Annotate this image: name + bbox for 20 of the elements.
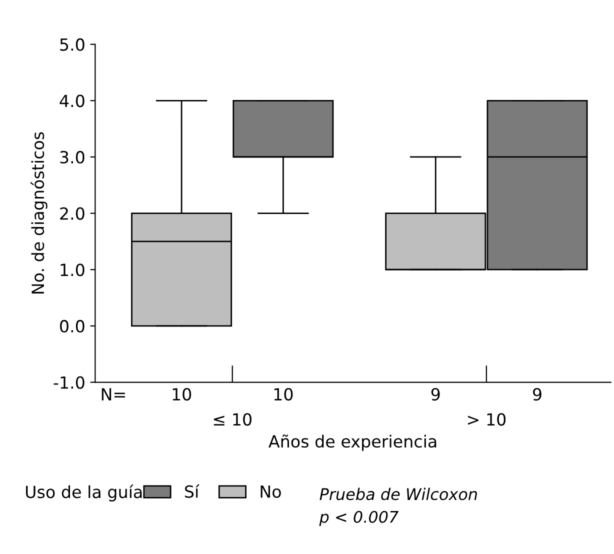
y-tick-label: 0.0 bbox=[60, 320, 84, 333]
y-tick-label: 4.0 bbox=[60, 94, 84, 108]
text: Prueba de Wilcoxon p < 0.007 bbox=[319, 488, 477, 526]
legend-label: No bbox=[260, 486, 281, 498]
x-tick-label: ≤ 10 bbox=[214, 413, 252, 426]
legend-label: Sí bbox=[185, 484, 200, 498]
y-axis-title: No. de diagnósticos bbox=[30, 132, 48, 294]
x-axis-title: Años de experiencia bbox=[268, 434, 436, 451]
y-tick-label: 3.0 bbox=[60, 150, 84, 164]
text: N= bbox=[102, 388, 125, 400]
y-tick-label: 5.0 bbox=[60, 38, 84, 51]
y-tick-label: 1.0 bbox=[60, 264, 84, 276]
x-tick-label: > 10 bbox=[468, 413, 506, 426]
y-tick-label: -1.0 bbox=[54, 376, 84, 389]
legend-title: Uso de la guía bbox=[26, 484, 142, 502]
text: 9 bbox=[532, 388, 542, 401]
text: 10 bbox=[172, 388, 192, 401]
y-tick-label: 2.0 bbox=[60, 207, 84, 220]
text: 10 bbox=[274, 388, 293, 401]
text: 9 bbox=[431, 388, 440, 401]
